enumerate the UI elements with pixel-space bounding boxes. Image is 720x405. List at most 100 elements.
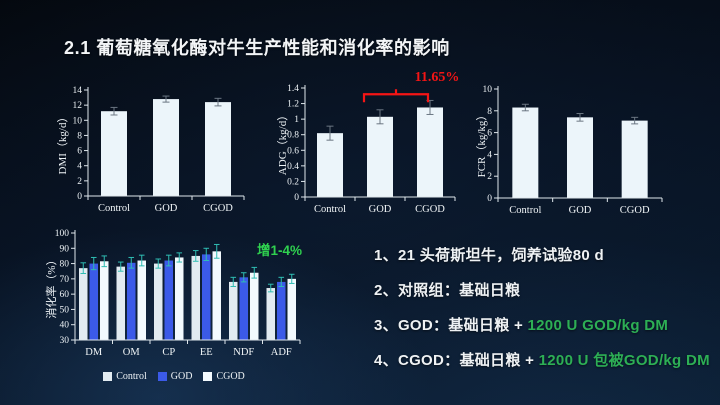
category-label: GOD (155, 203, 178, 214)
y-tick-label: 60 (60, 290, 70, 300)
adg-bar-chart: 0 0.2 0.4 0.6 0.8 1 1.2 1.4 ADG（kg/d） Control GOD C… (270, 70, 470, 224)
note-line: 4、CGOD：基础日粮 + 1200 U 包被GOD/kg DM (374, 351, 714, 371)
bar (164, 260, 173, 340)
y-tick-label: 14 (73, 86, 83, 96)
note-line: 1、21 头荷斯坦牛，饲养试验80 d (374, 246, 714, 266)
bar (621, 120, 648, 198)
legend-label: Control (116, 371, 147, 382)
increase-percent-label: 11.65% (415, 70, 460, 85)
dmi-bar-chart: 0 2 4 6 8 10 12 14 DMI（kg/d） Control GOD CGOD (55, 72, 255, 224)
y-axis-title: FCR（kg/kg） (475, 110, 488, 178)
y-tick-label: 4 (487, 150, 492, 160)
y-tick-label: 30 (60, 336, 70, 346)
bar (250, 272, 259, 340)
category-label: Control (98, 203, 130, 214)
category-label: Control (509, 205, 541, 216)
y-tick-label: 100 (55, 229, 70, 239)
category-label: CP (162, 347, 175, 358)
bar (137, 260, 146, 340)
bar (100, 261, 109, 340)
bar (567, 117, 593, 198)
increase-range-label: 增1-4% (257, 242, 302, 258)
bar (101, 111, 127, 196)
bar (287, 278, 296, 340)
bar (266, 288, 275, 340)
y-tick-label: 8 (487, 107, 492, 117)
y-tick-label: 12 (73, 101, 83, 111)
legend-swatch (103, 372, 113, 381)
note-highlight: 1200 U GOD/kg DM (527, 317, 669, 334)
y-tick-label: 1.2 (287, 100, 299, 110)
legend-swatch (157, 372, 167, 381)
y-tick-label: 0.6 (287, 146, 299, 156)
y-tick-label: 6 (487, 129, 492, 139)
category-label: DM (85, 347, 103, 358)
legend-label: GOD (170, 371, 193, 382)
y-axis-title: 消化率（%） (44, 254, 58, 318)
y-tick-label: 4 (77, 162, 82, 172)
note-text: 1、21 头荷斯坦牛，饲养试验80 d (374, 247, 604, 264)
bar (212, 251, 221, 340)
bar (191, 255, 200, 340)
dmi-plot: 0 2 4 6 8 10 12 14 DMI（kg/d） Control GOD CGOD (56, 86, 245, 214)
bar (154, 263, 163, 340)
bar (367, 116, 393, 197)
category-label: CGOD (415, 204, 445, 215)
bar (116, 266, 125, 340)
y-tick-label: 0.4 (287, 162, 299, 172)
y-tick-label: 10 (73, 116, 83, 126)
y-tick-label: 0 (487, 194, 492, 204)
category-label: Control (314, 204, 346, 215)
adg-plot: 0 0.2 0.4 0.6 0.8 1 1.2 1.4 ADG（kg/d） Control GOD C… (276, 70, 460, 215)
bar (512, 107, 539, 198)
bar (153, 99, 179, 196)
y-tick-label: 1.4 (287, 84, 299, 94)
fcr-plot: 0 2 4 6 8 10 FCR（kg/kg） Control GOD CGOD (475, 85, 663, 216)
y-axis-title: ADG（kg/d） (276, 110, 289, 175)
significance-bracket (362, 93, 430, 103)
y-tick-label: 8 (77, 131, 82, 141)
category-label: CGOD (203, 203, 233, 214)
digestibility-bar-chart: 30 40 50 60 70 80 90 100 消化率（%） DM OM CP EE NDF ADF 增1-… (38, 228, 310, 382)
y-tick-label: 0 (77, 192, 82, 202)
note-text: 4、CGOD：基础日粮 + (374, 352, 539, 369)
y-tick-label: 1 (294, 115, 299, 125)
note-line: 3、GOD：基础日粮 + 1200 U GOD/kg DM (374, 316, 714, 336)
y-tick-label: 40 (60, 321, 70, 331)
y-tick-label: 0 (294, 193, 299, 203)
bar (202, 254, 211, 340)
y-tick-label: 2 (77, 177, 82, 187)
legend-label: CGOD (216, 371, 245, 382)
bar (277, 281, 286, 340)
category-label: NDF (233, 347, 254, 358)
bar (89, 263, 98, 340)
y-tick-label: 90 (60, 244, 70, 254)
bar (127, 262, 136, 340)
y-tick-label: 10 (483, 85, 493, 95)
experiment-notes: 1、21 头荷斯坦牛，饲养试验80 d 2、对照组：基础日粮 3、GOD：基础日粮 … (374, 246, 714, 386)
bar (79, 268, 88, 340)
category-label: GOD (569, 205, 592, 216)
y-tick-label: 80 (60, 260, 70, 270)
bar (205, 102, 231, 196)
y-axis-title: DMI（kg/d） (56, 112, 69, 175)
category-label: GOD (369, 204, 392, 215)
chart-legend: Control GOD CGOD (38, 371, 310, 382)
digest-plot: 30 40 50 60 70 80 90 100 消化率（%） DM OM CP EE NDF ADF 增1-… (44, 229, 302, 358)
category-label: ADF (271, 347, 292, 358)
y-tick-label: 0.2 (287, 177, 299, 187)
y-tick-label: 0.8 (287, 131, 299, 141)
note-text: 3、GOD：基础日粮 + (374, 317, 528, 334)
category-label: CGOD (620, 205, 650, 216)
y-tick-label: 2 (487, 172, 492, 182)
note-line: 2、对照组：基础日粮 (374, 281, 714, 301)
legend-item-control: Control (103, 371, 147, 382)
note-text: 2、对照组：基础日粮 (374, 282, 521, 299)
slide-title: 2.1 葡萄糖氧化酶对牛生产性能和消化率的影响 (64, 38, 450, 58)
bar (229, 281, 238, 340)
category-label: EE (200, 347, 213, 358)
fcr-bar-chart: 0 2 4 6 8 10 FCR（kg/kg） Control GOD CGOD (465, 72, 675, 224)
bar (239, 277, 248, 340)
legend-item-god: GOD (157, 371, 193, 382)
